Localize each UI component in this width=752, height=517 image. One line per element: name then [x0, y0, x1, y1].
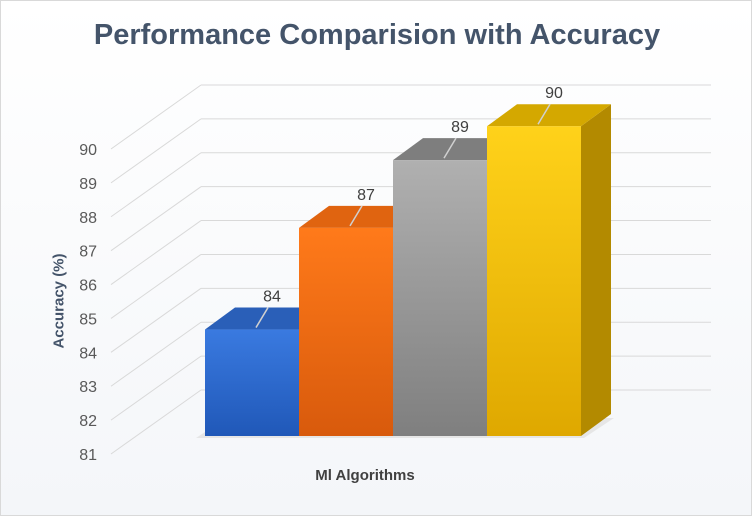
gridline-side — [110, 389, 202, 455]
y-tick-label: 84 — [79, 345, 97, 362]
bar-side — [581, 104, 611, 436]
gridline-side — [110, 152, 202, 218]
y-tick-label: 88 — [79, 210, 97, 227]
chart-title: Performance Comparision with Accuracy — [93, 19, 661, 51]
y-tick-label: 85 — [79, 311, 97, 328]
data-label-leader — [537, 103, 551, 125]
bar-top — [299, 205, 423, 228]
bar — [393, 160, 487, 436]
data-label: 89 — [451, 119, 469, 136]
y-tick-label: 82 — [79, 413, 97, 430]
y-tick-label: 86 — [79, 278, 97, 295]
data-label-leader — [255, 307, 269, 328]
y-tick-label: 90 — [79, 142, 97, 159]
gridline-side — [110, 118, 202, 184]
gridline-side — [110, 355, 202, 421]
gridline-side — [110, 186, 202, 252]
bar — [205, 329, 299, 436]
bar — [299, 227, 393, 436]
y-tick-label: 89 — [79, 176, 97, 193]
data-label: 87 — [357, 187, 375, 204]
gridline-side — [110, 84, 202, 150]
gridline-side — [110, 321, 202, 387]
bar-top — [205, 307, 329, 330]
y-tick-label: 81 — [79, 447, 97, 464]
data-label: 84 — [263, 289, 281, 306]
y-axis-label: Accuracy (%) — [50, 253, 68, 349]
y-tick-label: 87 — [79, 244, 97, 261]
gridline-side — [110, 254, 202, 319]
bar-top — [487, 104, 611, 127]
gridline-side — [110, 287, 202, 353]
data-label: 90 — [545, 85, 563, 102]
x-axis-label: Ml Algorithms — [315, 467, 415, 484]
data-label-leader — [443, 137, 457, 159]
bar — [487, 126, 581, 436]
data-label-leader — [349, 205, 363, 227]
gridline-side — [110, 220, 202, 285]
bar-top — [393, 138, 517, 161]
y-tick-label: 83 — [79, 379, 97, 396]
